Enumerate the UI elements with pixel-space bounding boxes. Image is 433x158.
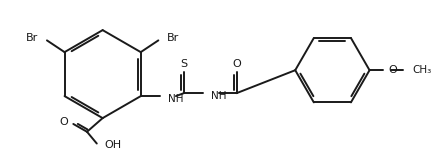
Text: O: O	[60, 117, 68, 127]
Text: O: O	[232, 59, 241, 69]
Text: Br: Br	[167, 33, 179, 43]
Text: S: S	[180, 59, 187, 69]
Text: Br: Br	[26, 33, 38, 43]
Text: O: O	[388, 65, 397, 75]
Text: NH: NH	[168, 94, 184, 104]
Text: OH: OH	[105, 140, 122, 150]
Text: CH₃: CH₃	[413, 65, 432, 75]
Text: NH: NH	[211, 91, 226, 101]
